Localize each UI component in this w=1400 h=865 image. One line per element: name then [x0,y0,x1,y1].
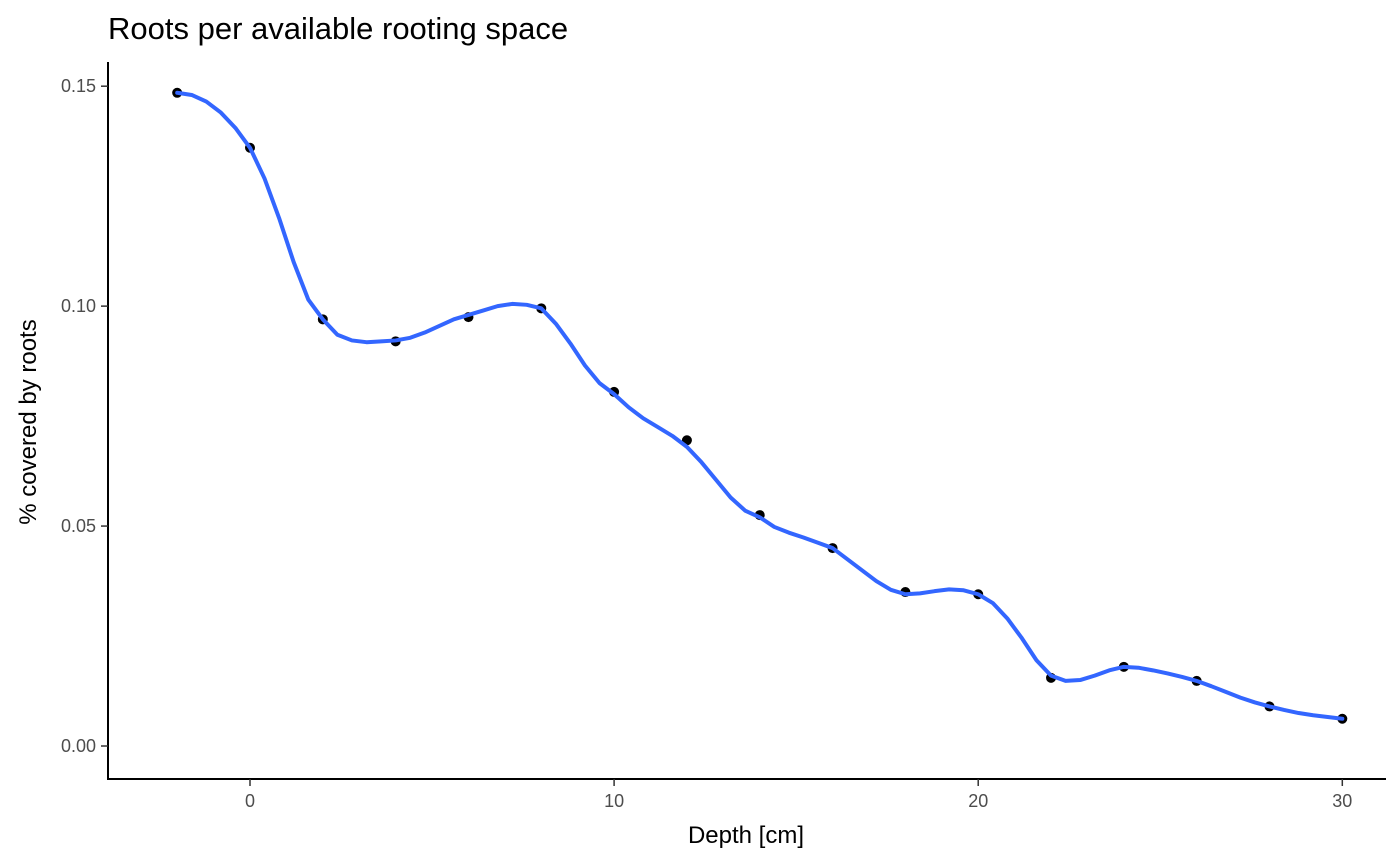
plot-area [172,87,1348,724]
y-axis-title: % covered by roots [15,319,42,524]
y-tick-label: 0.05 [61,516,96,536]
y-tick-label: 0.00 [61,736,96,756]
x-tick-label: 30 [1332,791,1352,811]
x-tick-label: 10 [604,791,624,811]
chart-title: Roots per available rooting space [108,11,568,46]
x-axis-title: Depth [cm] [688,822,804,849]
x-tick-label: 20 [968,791,988,811]
y-tick-label: 0.10 [61,296,96,316]
axes: 0 10 20 30 0.00 0.05 0.10 0.15 [61,62,1386,811]
x-tick-label: 0 [245,791,255,811]
y-tick-label: 0.15 [61,76,96,96]
smooth-line [175,90,1345,721]
